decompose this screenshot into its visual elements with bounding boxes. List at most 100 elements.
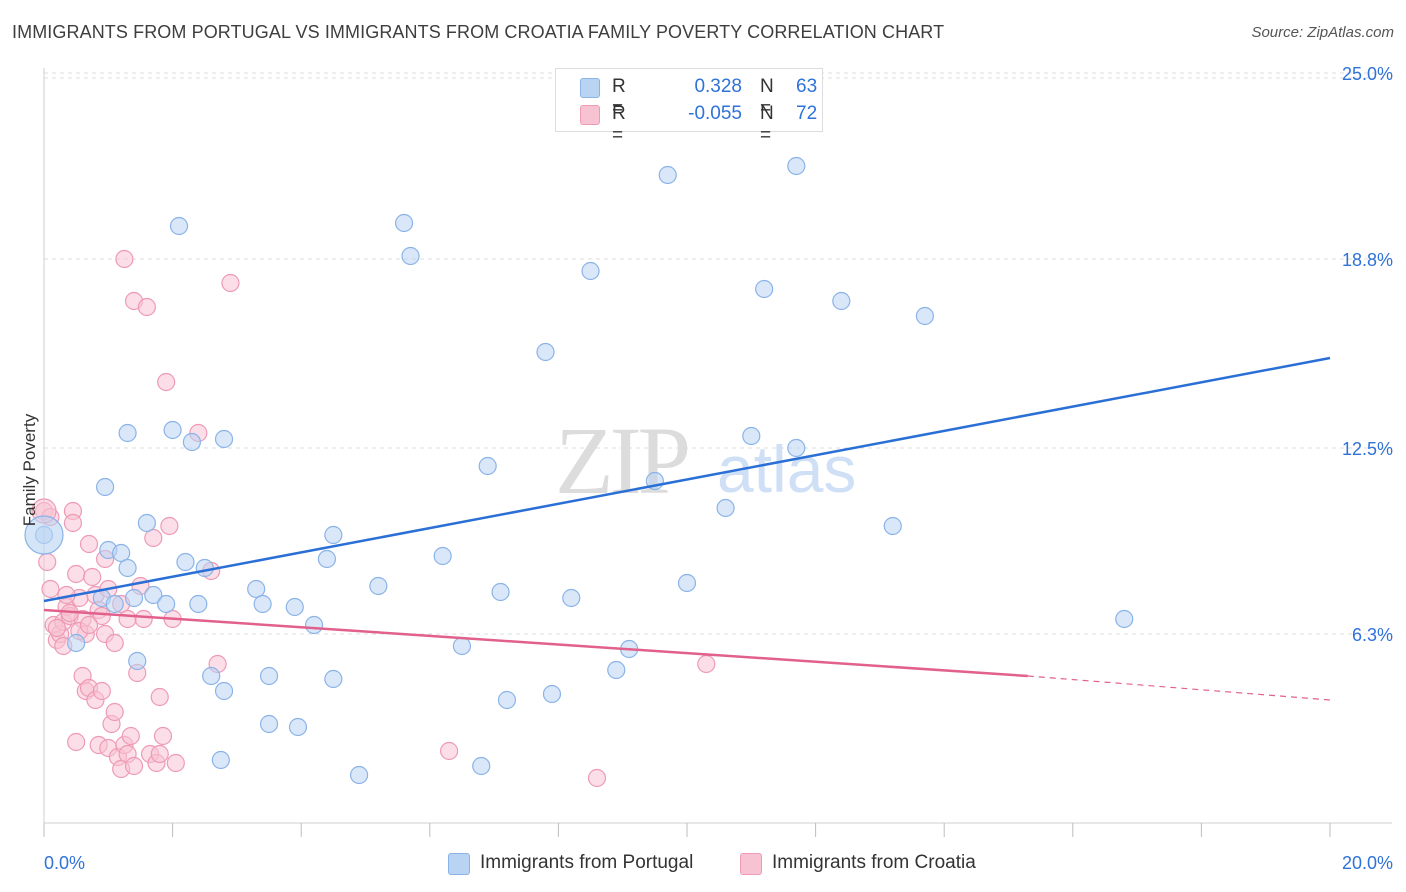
data-point-portugal (452, 636, 472, 656)
data-point-portugal (189, 594, 208, 614)
data-point-croatia (439, 741, 459, 761)
data-point-portugal (369, 576, 388, 596)
stats-legend: R = 0.328 N = 63 R = -0.055 N = 72 (555, 68, 823, 146)
data-point-croatia (221, 273, 240, 293)
data-point-portugal (324, 525, 343, 545)
data-point-croatia (134, 609, 153, 629)
legend-n-label: N = (760, 76, 774, 119)
y-axis-title: Family Poverty (20, 413, 39, 527)
data-point-portugal (394, 213, 414, 233)
data-point-portugal (157, 594, 176, 614)
data-point-portugal (169, 216, 189, 236)
data-point-portugal (883, 516, 902, 536)
data-point-croatia (92, 681, 111, 701)
legend-swatch-croatia (740, 853, 762, 875)
data-point-croatia (157, 372, 176, 392)
data-point-croatia (79, 534, 99, 554)
data-point-portugal (581, 261, 600, 281)
data-point-portugal (787, 438, 806, 458)
legend-r-value-croatia: -0.055 (688, 103, 742, 124)
data-point-portugal (259, 666, 279, 686)
data-point-portugal (536, 342, 555, 362)
data-point-portugal (1115, 609, 1134, 629)
data-point-portugal (182, 432, 201, 452)
legend-swatch-croatia (580, 105, 600, 125)
y-tick-label: 6.3% (1352, 625, 1393, 645)
x-tick-label: 20.0% (1342, 853, 1393, 873)
data-point-portugal (253, 594, 272, 614)
chart-title: IMMIGRANTS FROM PORTUGAL VS IMMIGRANTS F… (12, 22, 945, 42)
data-point-portugal (195, 558, 214, 578)
data-point-croatia (38, 552, 57, 572)
trend-lines (43, 356, 1331, 701)
data-point-portugal (176, 552, 195, 572)
data-point-portugal (401, 246, 420, 266)
data-point-croatia (67, 564, 86, 584)
legend-n-label: N = (760, 103, 774, 146)
data-point-croatia (166, 753, 185, 773)
data-point-croatia (47, 618, 66, 638)
data-point-portugal (67, 633, 86, 653)
data-point-portugal (677, 573, 697, 593)
y-tick-label: 25.0% (1342, 64, 1393, 84)
data-point-portugal (472, 756, 491, 776)
data-point-portugal (317, 549, 337, 569)
data-point-croatia (697, 654, 716, 674)
data-point-croatia (150, 687, 169, 707)
data-point-croatia (92, 606, 111, 626)
data-point-portugal (349, 765, 369, 785)
trend-line-croatia (43, 608, 1028, 678)
data-point-portugal (112, 543, 131, 563)
legend-n-value-croatia: 72 (796, 103, 818, 124)
data-point-portugal (304, 615, 324, 635)
data-point-portugal (202, 666, 221, 686)
data-point-portugal (95, 477, 115, 497)
data-point-portugal (124, 588, 144, 608)
data-point-portugal (105, 594, 124, 614)
data-point-portugal (324, 669, 343, 689)
data-point-portugal (915, 306, 935, 326)
data-point-portugal (214, 429, 234, 449)
y-tick-label: 12.5% (1342, 439, 1393, 459)
data-point-portugal (716, 498, 735, 518)
data-point-portugal (755, 279, 774, 299)
legend-r-label: R = (612, 103, 626, 146)
data-point-portugal (433, 546, 452, 566)
data-point-croatia (115, 249, 134, 269)
legend-label-portugal: Immigrants from Portugal (480, 852, 694, 873)
legend-swatch-portugal (580, 78, 600, 98)
data-point-croatia (63, 513, 83, 533)
source-credit: Source: ZipAtlas.com (1251, 24, 1394, 41)
y-axis-title-wrap: Family Poverty (16, 390, 40, 550)
data-point-croatia (41, 579, 60, 599)
data-point-portugal (137, 513, 156, 533)
data-point-croatia (160, 516, 179, 536)
data-point-croatia (121, 726, 140, 746)
data-point-croatia (67, 732, 86, 752)
data-point-croatia (150, 744, 169, 764)
data-point-croatia (83, 567, 102, 587)
data-point-portugal (491, 582, 510, 602)
legend-n-value-portugal: 63 (796, 76, 818, 97)
data-point-portugal (787, 156, 806, 176)
data-point-portugal (742, 426, 761, 446)
axes (43, 68, 1392, 837)
data-point-portugal (144, 585, 163, 605)
data-point-croatia (587, 768, 607, 788)
data-point-portugal (658, 165, 677, 185)
data-point-portugal (288, 717, 308, 737)
trend-line-croatia-extension (1027, 675, 1331, 701)
watermark: ZIP atlas (555, 407, 856, 514)
legend-label-croatia: Immigrants from Croatia (772, 852, 976, 873)
data-point-portugal (542, 684, 562, 704)
data-point-croatia (153, 726, 173, 746)
data-point-portugal (832, 291, 851, 311)
grid-lines (44, 72, 1392, 635)
data-point-portugal (118, 423, 137, 443)
data-point-croatia (105, 633, 124, 653)
legend-r-label: R = (612, 76, 626, 119)
y-tick-label: 18.8% (1342, 250, 1393, 270)
data-point-portugal (128, 651, 147, 671)
data-point-portugal (118, 558, 137, 578)
